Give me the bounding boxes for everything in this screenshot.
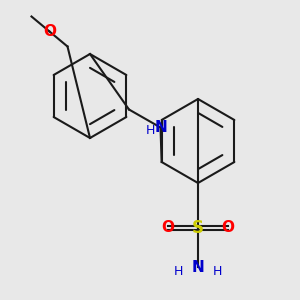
Text: O: O (43, 24, 56, 39)
Text: S: S (192, 219, 204, 237)
Text: H: H (174, 265, 183, 278)
Text: N: N (192, 260, 204, 274)
Text: H: H (146, 124, 156, 137)
Text: O: O (161, 220, 175, 236)
Text: N: N (154, 120, 167, 135)
Text: H: H (213, 265, 222, 278)
Text: O: O (221, 220, 235, 236)
